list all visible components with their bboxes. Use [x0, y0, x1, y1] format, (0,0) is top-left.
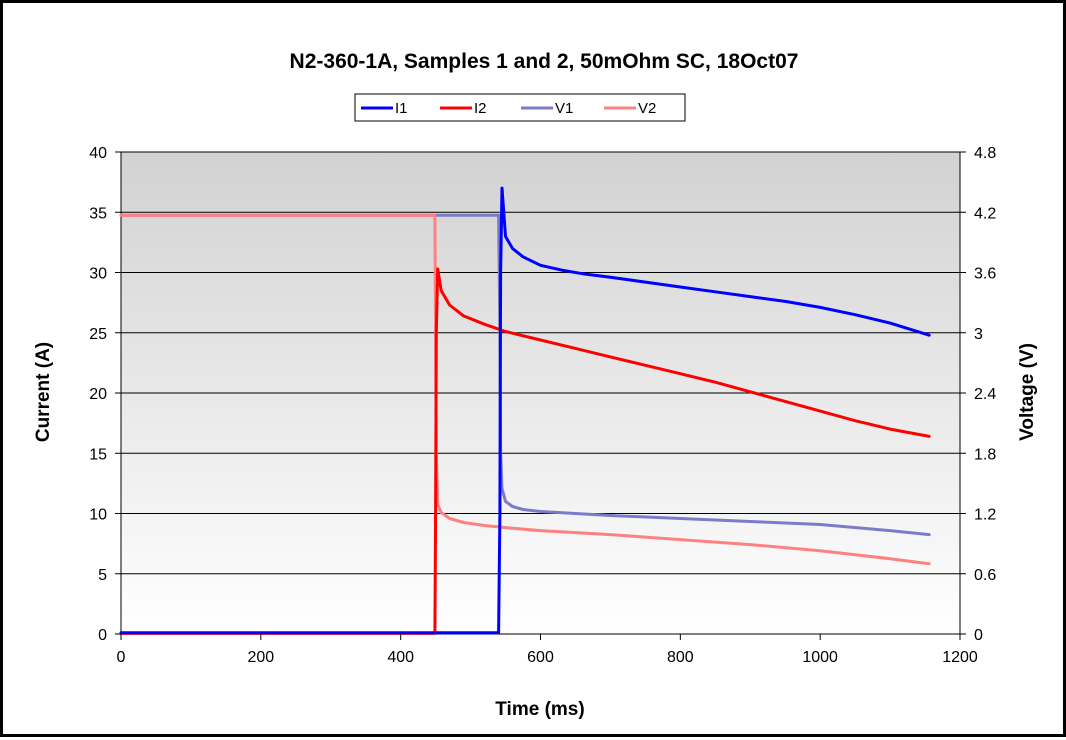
x-tick-label: 600 — [527, 649, 554, 666]
y2-axis-ticks: 0 0.6 1.2 1.8 2.4 3 3.6 4.2 4.8 — [960, 145, 996, 644]
y-axis-ticks: 0 5 10 15 20 25 30 35 40 — [89, 145, 121, 644]
y2-tick-label: 4.2 — [974, 205, 996, 222]
y-tick-label: 0 — [98, 627, 107, 644]
legend-label-i1: I1 — [395, 100, 408, 117]
chart-title: N2-360-1A, Samples 1 and 2, 50mOhm SC, 1… — [290, 50, 799, 73]
gridlines — [121, 211, 960, 575]
x-tick-label: 200 — [247, 649, 274, 666]
y2-tick-label: 3.6 — [974, 266, 996, 283]
x-tick-label: 1200 — [942, 649, 978, 666]
legend-label-v2: V2 — [638, 100, 656, 117]
x-axis-title: Time (ms) — [495, 699, 584, 720]
legend: I1 I2 V1 V2 — [354, 93, 686, 122]
series-line-i2 — [119, 267, 931, 635]
y2-tick-label: 1.2 — [974, 507, 996, 524]
series-layer — [119, 186, 931, 635]
y-tick-label: 35 — [89, 205, 107, 222]
y2-tick-label: 4.8 — [974, 145, 996, 162]
y2-tick-label: 2.4 — [974, 386, 996, 403]
y2-tick-label: 0 — [974, 627, 983, 644]
y2-tick-label: 3 — [974, 326, 983, 343]
x-tick-label: 1000 — [802, 649, 838, 666]
y-tick-label: 10 — [89, 507, 107, 524]
series-line-i1 — [119, 186, 931, 635]
legend-label-v1: V1 — [555, 100, 573, 117]
legend-label-i2: I2 — [474, 100, 487, 117]
y-tick-label: 15 — [89, 446, 107, 463]
y-tick-label: 20 — [89, 386, 107, 403]
y-tick-label: 40 — [89, 145, 107, 162]
y-tick-label: 30 — [89, 266, 107, 283]
y2-axis-title: Voltage (V) — [1017, 343, 1038, 441]
y2-tick-label: 0.6 — [974, 567, 996, 584]
x-tick-label: 0 — [117, 649, 126, 666]
y-axis-title: Current (A) — [33, 342, 54, 442]
x-tick-label: 400 — [387, 649, 414, 666]
y-tick-label: 5 — [98, 567, 107, 584]
y-tick-label: 25 — [89, 326, 107, 343]
x-tick-label: 800 — [667, 649, 694, 666]
x-axis-ticks: 0 200 400 600 800 1000 1200 — [117, 634, 978, 666]
y2-tick-label: 1.8 — [974, 446, 996, 463]
chart-canvas: N2-360-1A, Samples 1 and 2, 50mOhm SC, 1… — [33, 50, 1038, 720]
